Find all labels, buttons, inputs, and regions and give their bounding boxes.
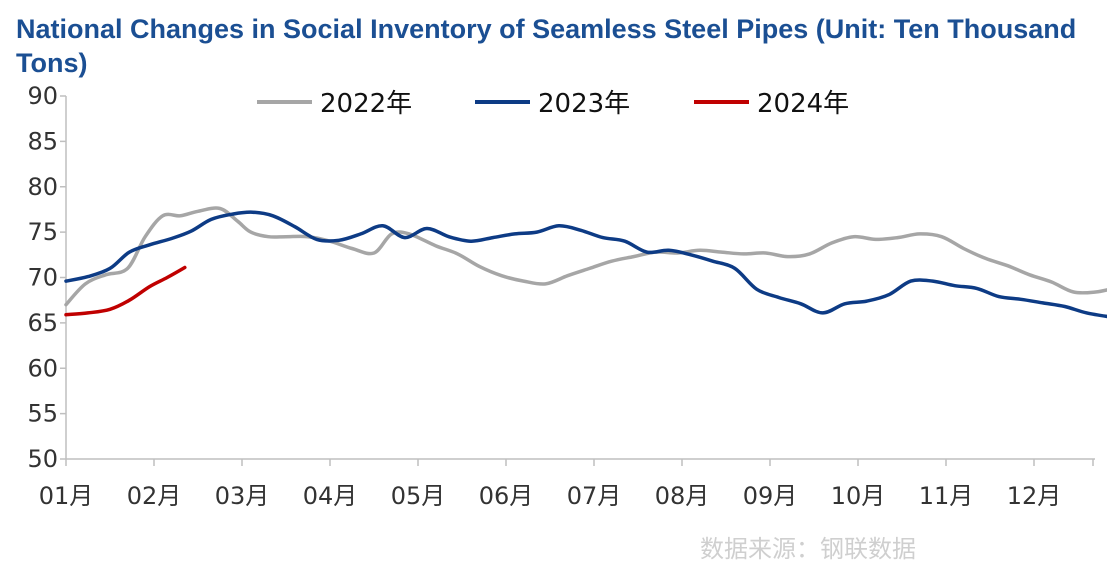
- x-tick-label: 07月: [567, 482, 622, 510]
- y-tick-label: 80: [27, 173, 58, 201]
- x-tick-label: 04月: [303, 482, 358, 510]
- x-tick-label: 09月: [743, 482, 798, 510]
- x-tick-label: 05月: [391, 482, 446, 510]
- axes: [65, 96, 1095, 460]
- chart-title: National Changes in Social Inventory of …: [16, 14, 1077, 78]
- y-tick-label: 85: [27, 127, 58, 155]
- x-tick-label: 01月: [39, 482, 94, 510]
- series-lines: [64, 206, 1107, 319]
- legend-label-1: 2022年: [320, 89, 412, 119]
- y-tick-label: 50: [27, 445, 58, 473]
- y-tick-label: 90: [27, 82, 58, 110]
- y-tick-label: 70: [27, 264, 58, 292]
- legend: 2022年 2023年 2024年: [257, 89, 849, 119]
- x-tick-label: 03月: [215, 482, 270, 510]
- y-tick-label: 75: [27, 218, 58, 246]
- legend-label-3: 2024年: [757, 89, 849, 119]
- x-tick-label: 11月: [919, 482, 974, 510]
- x-axis-ticks: 01月 02月 03月 04月 05月 06月 07月 08月 09月 10月 11月 12月: [39, 459, 1094, 510]
- x-tick-label: 06月: [479, 482, 534, 510]
- y-tick-label: 60: [27, 354, 58, 382]
- x-tick-label: 02月: [127, 482, 182, 510]
- y-tick-label: 55: [27, 400, 58, 428]
- x-tick-label: 12月: [1007, 482, 1062, 510]
- legend-label-2: 2023年: [538, 89, 630, 119]
- series-line-3: [64, 265, 187, 317]
- x-tick-label: 10月: [831, 482, 886, 510]
- series-line-2: [64, 210, 1107, 319]
- x-tick-label: 08月: [655, 482, 710, 510]
- series-line-1: [64, 206, 1107, 307]
- y-tick-label: 65: [27, 309, 58, 337]
- y-axis-ticks: 90 85 80 75 70 65 60 55 50: [27, 82, 66, 473]
- source-note: 数据来源：钢联数据: [700, 535, 916, 563]
